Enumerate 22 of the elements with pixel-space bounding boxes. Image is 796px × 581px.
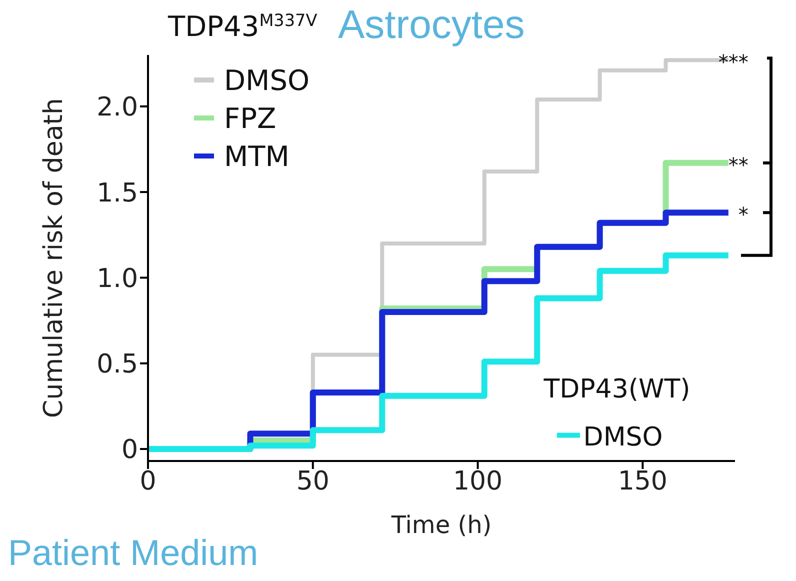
y-tick-label: 1.5 xyxy=(96,178,138,208)
legend-label: DMSO xyxy=(224,64,310,97)
x-axis-title: Time (h) xyxy=(390,511,492,540)
text: Astrocytes xyxy=(338,3,525,47)
y-tick-label: 1.0 xyxy=(96,264,138,294)
text: * xyxy=(738,202,748,227)
annotation: *** xyxy=(718,50,748,74)
x-tick-label: 100 xyxy=(452,466,503,496)
y-tick-label: 2.0 xyxy=(96,92,138,123)
annotation: ** xyxy=(728,152,748,177)
annotation: TDP43(WT) xyxy=(542,374,690,405)
legend-title: TDP43$^{M337V}$ xyxy=(167,10,318,43)
y-axis-title: Cumulative risk of death xyxy=(39,98,70,418)
x-tick-label: 0 xyxy=(140,466,156,496)
x-tick-label: 50 xyxy=(296,466,330,496)
legend-label: MTM xyxy=(224,140,290,173)
legend-label: FPZ xyxy=(224,102,276,135)
y-tick-label: 0.5 xyxy=(96,350,138,380)
x-tick-label: 150 xyxy=(618,466,668,496)
legend-label: DMSO xyxy=(583,422,663,452)
text: Patient Medium xyxy=(8,532,258,573)
y-tick-label: 0 xyxy=(121,435,138,466)
